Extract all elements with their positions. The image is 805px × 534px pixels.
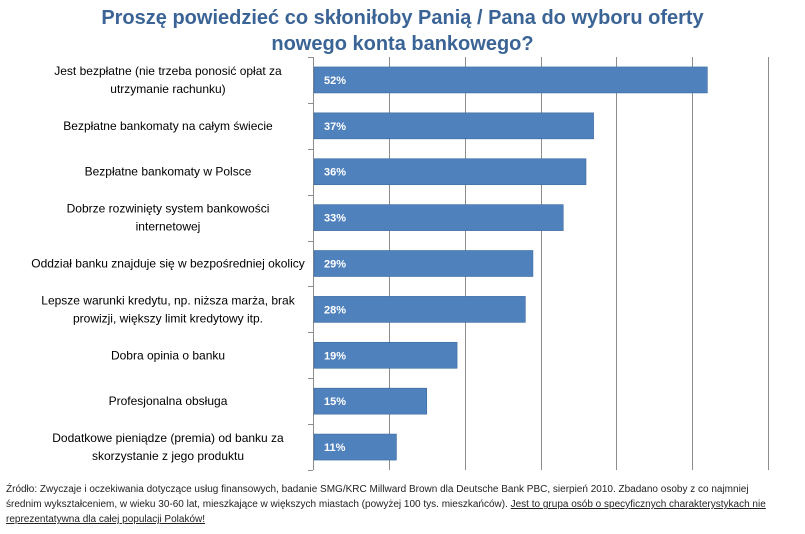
data-label: 28% [324, 304, 346, 316]
category-label: prowizji, większy limit kredytowy itp. [73, 311, 263, 325]
source-note: Źródło: Zwyczaje i oczekiwania dotyczące… [6, 482, 766, 527]
category-label: Dobrze rozwinięty system bankowości [67, 202, 270, 216]
chart-title-line-1: Proszę powiedzieć co skłoniłoby Panią / … [101, 7, 704, 29]
category-label: Oddział banku znajduje się w bezpośredni… [31, 257, 305, 271]
category-label: Bezpłatne bankomaty w Polsce [85, 165, 252, 179]
data-label: 36% [324, 167, 346, 179]
category-label: Jest bezpłatne (nie trzeba ponosić opłat… [54, 64, 282, 78]
bar [313, 387, 428, 415]
source-disclaimer: Jest to grupa osób o specyficznych chara… [6, 499, 766, 525]
data-label: 37% [324, 121, 346, 133]
data-label: 11% [324, 442, 346, 454]
data-label: 15% [324, 396, 346, 408]
bar [313, 250, 534, 277]
data-label: 29% [324, 259, 346, 271]
bar [313, 433, 397, 461]
category-label: Lepsze warunki kredytu, np. niższa marża… [41, 293, 295, 307]
bar [313, 112, 594, 140]
category-label: utrzymanie rachunku) [110, 82, 225, 96]
category-label: Bezpłatne bankomaty na całym świecie [63, 119, 273, 133]
bar [313, 158, 587, 186]
category-label: Dobra opinia o banku [111, 348, 225, 362]
chart-title-line-2: nowego konta bankowego? [271, 33, 534, 55]
source-text: Źródło: Zwyczaje i oczekiwania dotyczące… [6, 484, 749, 510]
chart-title: Proszę powiedzieć co skłoniłoby Panią / … [0, 5, 805, 57]
category-label: skorzystanie z jego produktu [92, 449, 244, 463]
category-label: Dodatkowe pieniądze (premia) od banku za [52, 431, 284, 445]
category-label: Profesjonalna obsługa [109, 394, 228, 408]
category-label: internetowej [136, 220, 201, 234]
bar [313, 341, 458, 369]
bar [313, 204, 564, 231]
data-label: 19% [324, 350, 346, 362]
bar [313, 66, 708, 94]
data-label: 52% [324, 75, 346, 87]
data-label: 33% [324, 213, 346, 225]
bar [313, 296, 526, 323]
